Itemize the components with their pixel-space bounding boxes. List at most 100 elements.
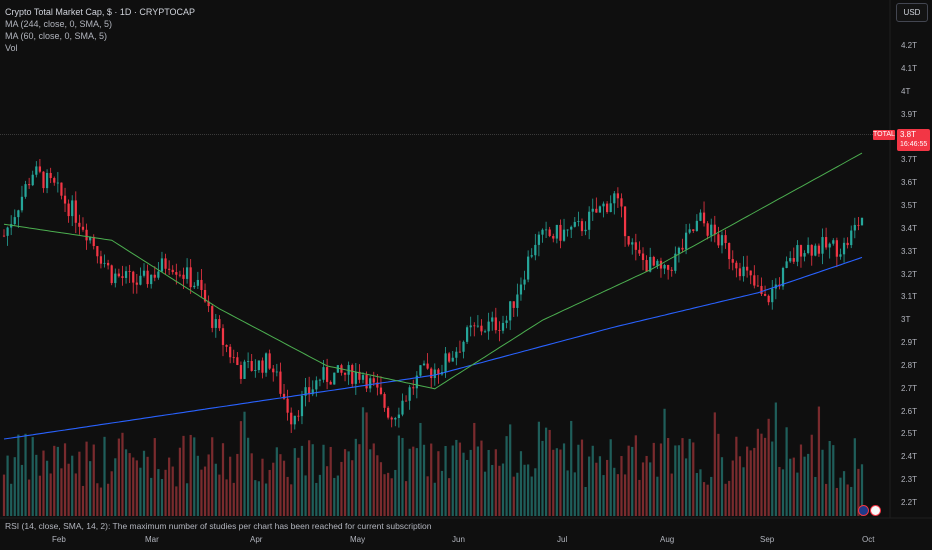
time-tick-label: Mar (145, 535, 159, 544)
time-tick-label: May (350, 535, 366, 544)
volume-bar (286, 476, 289, 516)
candle-body (347, 365, 350, 375)
candle-body (850, 230, 853, 246)
candle-body (835, 240, 838, 257)
volume-bar (828, 440, 831, 516)
candle-body (268, 353, 271, 369)
volume-bar (243, 411, 246, 516)
ma-244-label[interactable]: MA (244, close, 0, SMA, 5) (5, 19, 113, 29)
candle-body (570, 226, 573, 230)
candle-body (487, 321, 490, 332)
volume-bar (20, 464, 24, 516)
candle-body (437, 369, 440, 375)
volume-bar (189, 434, 192, 516)
currency-button[interactable]: USD (896, 3, 928, 22)
candle-body (333, 372, 336, 385)
volume-bar (135, 460, 138, 516)
ma-60-label[interactable]: MA (60, close, 0, SMA, 5) (5, 31, 108, 41)
candle-body (89, 236, 92, 241)
volume-bar (311, 444, 314, 516)
volume-bar (577, 444, 580, 516)
candle-body (24, 184, 27, 197)
candle-body (257, 360, 260, 371)
volume-bar (638, 479, 641, 516)
volume-bar (448, 478, 451, 516)
volume-bar (659, 443, 663, 516)
volume-bar (247, 437, 250, 516)
candle-body (667, 264, 670, 270)
volume-bar (300, 445, 304, 516)
candle-body (157, 271, 160, 278)
price-tick-label: 4T (901, 86, 911, 96)
candle-body (663, 264, 666, 269)
candle-body (175, 272, 178, 275)
volume-label[interactable]: Vol (5, 43, 18, 53)
candle-body (433, 369, 436, 378)
volume-bar (315, 482, 318, 516)
volume-bar (347, 451, 350, 516)
volume-bar (63, 443, 67, 516)
volume-bar (308, 440, 311, 516)
volume-bar (325, 466, 329, 516)
symbol-title[interactable]: Crypto Total Market Cap, $ · 1D · CRYPTO… (5, 7, 196, 17)
volume-bar (71, 455, 74, 516)
volume-bar (250, 453, 253, 516)
candle-body (422, 363, 426, 366)
candle-body (20, 196, 24, 211)
volume-bar (469, 449, 472, 516)
event-flags[interactable] (858, 503, 882, 521)
candle-body (483, 331, 487, 333)
price-tick-label: 2.5T (901, 429, 918, 439)
volume-bar (824, 483, 828, 516)
candle-body (412, 387, 415, 389)
volume-bar (555, 448, 558, 516)
volume-bar (792, 457, 795, 516)
volume-bar (139, 467, 142, 516)
candle-body (541, 229, 544, 235)
volume-bar (297, 457, 300, 516)
time-tick-label: Aug (660, 535, 675, 544)
candle-body (598, 206, 602, 213)
time-tick-label: Oct (862, 535, 875, 544)
volume-bar (157, 469, 160, 516)
volume-bar (781, 469, 785, 516)
volume-bar (121, 432, 124, 516)
price-tick-label: 3T (901, 315, 911, 325)
volume-bar (771, 441, 774, 516)
us-flag-icon[interactable] (858, 505, 869, 516)
volume-bar (541, 440, 544, 516)
candle-body (239, 365, 243, 379)
volume-bar (89, 461, 92, 516)
volume-bar (763, 437, 767, 516)
volume-bar (31, 437, 34, 516)
candle-body (656, 260, 659, 266)
candle-body (491, 317, 494, 322)
volume-bar (24, 433, 27, 516)
volume-bar (103, 436, 106, 516)
volume-bar (516, 472, 519, 516)
event-flag-icon[interactable] (870, 505, 881, 516)
volume-bar (803, 456, 806, 516)
candle-body (505, 320, 508, 323)
volume-bar (562, 443, 566, 516)
volume-bar (451, 445, 454, 516)
volume-bar (229, 456, 232, 516)
candle-body (135, 282, 138, 285)
price-tick-label: 2.8T (901, 360, 918, 370)
volume-bar (304, 475, 307, 516)
price-tick-label: 3.4T (901, 223, 918, 233)
volume-bar (132, 457, 135, 516)
candle-body (717, 234, 720, 246)
candle-body (681, 247, 684, 250)
volume-bar (53, 445, 56, 516)
candle-body (695, 220, 698, 231)
bar-countdown: 16:46:55 (900, 141, 928, 148)
volume-bar (649, 462, 652, 516)
candle-body (469, 325, 472, 328)
candle-body (394, 417, 397, 420)
candle-body (519, 284, 523, 295)
volume-bar (275, 447, 278, 516)
volume-bar (645, 455, 648, 516)
candle-body (387, 407, 390, 418)
